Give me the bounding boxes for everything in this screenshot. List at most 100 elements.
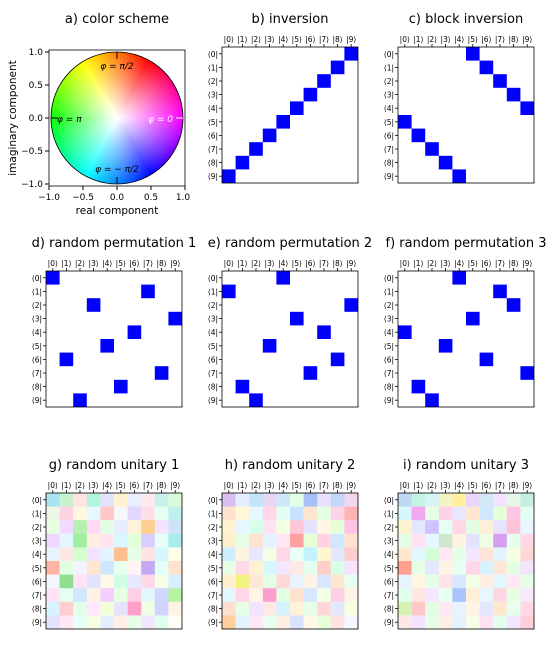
- matrix-cell: [222, 547, 236, 562]
- y-tick-label: ⟨5|: [32, 342, 42, 351]
- matrix-cell: [276, 561, 291, 575]
- y-tick-label: ⟨7|: [384, 369, 394, 378]
- matrix-cell: [438, 533, 453, 548]
- x-tick-label: |1⟩: [237, 35, 247, 44]
- y-tick-label: ⟨8|: [32, 383, 42, 392]
- matrix-cell: [344, 506, 359, 521]
- y-tick-label: ⟨9|: [208, 618, 218, 627]
- x-tick-label: |9⟩: [346, 35, 356, 44]
- annotation-phase-pi: φ = π: [57, 115, 82, 125]
- matrix-cell: [506, 588, 521, 603]
- matrix-cell: [411, 601, 426, 616]
- matrix-cell: [479, 615, 494, 630]
- matrix-cell: [114, 493, 128, 507]
- y-tick-label: ⟨4|: [208, 328, 218, 337]
- matrix-cell: [438, 506, 453, 521]
- matrix-cell: [520, 601, 535, 616]
- matrix-cell: [290, 493, 304, 507]
- y-tick-label: ⟨7|: [208, 369, 218, 378]
- matrix-cell: [154, 588, 169, 603]
- x-tick-label: |7⟩: [143, 259, 153, 268]
- matrix-cell: [398, 493, 412, 507]
- x-tick-label: |4⟩: [454, 35, 464, 44]
- matrix-cell: [317, 506, 332, 521]
- matrix-cell: [479, 506, 494, 521]
- matrix-cell: [493, 284, 507, 299]
- matrix-cell: [466, 493, 480, 507]
- x-tick-label: |0⟩: [400, 35, 410, 44]
- matrix-cell: [479, 547, 494, 562]
- matrix-cell: [506, 547, 521, 562]
- matrix-cell: [114, 615, 128, 630]
- matrix-cell: [235, 155, 250, 170]
- matrix-cell: [506, 601, 521, 616]
- matrix-cell: [479, 60, 494, 75]
- matrix-cell: [344, 547, 359, 562]
- matrix-cell: [100, 561, 115, 575]
- y-tick-label: −0.5: [21, 147, 43, 157]
- x-tick-label: |7⟩: [495, 35, 505, 44]
- matrix-cell: [235, 533, 250, 548]
- y-tick-label: ⟨3|: [384, 91, 394, 100]
- x-tick-label: |2⟩: [427, 481, 437, 490]
- x-tick-label: |1⟩: [237, 481, 247, 490]
- matrix-cell: [73, 561, 88, 575]
- matrix-cell: [344, 493, 359, 507]
- y-tick-label: ⟨6|: [384, 577, 394, 586]
- matrix-cell: [262, 339, 277, 353]
- matrix-cell: [411, 561, 426, 575]
- matrix-cell: [168, 533, 183, 548]
- matrix-cell: [398, 561, 412, 575]
- matrix-cell: [452, 533, 467, 548]
- matrix-cell: [330, 615, 345, 630]
- matrix-cell: [452, 169, 466, 183]
- annotation-phase-zero: φ = 0: [148, 115, 173, 125]
- matrix-cell: [100, 615, 115, 630]
- y-tick: −0.5: [21, 147, 49, 157]
- y-tick-label: ⟨1|: [32, 287, 42, 296]
- x-tick-label: |0⟩: [224, 481, 234, 490]
- y-tick-label: ⟨3|: [384, 315, 394, 324]
- matrix-cell: [466, 547, 480, 562]
- y-tick: 1.0: [29, 48, 49, 58]
- matrix-cell: [317, 547, 332, 562]
- matrix-cell: [479, 574, 494, 589]
- y-tick-label: ⟨0|: [208, 50, 218, 59]
- x-tick-label: |4⟩: [102, 259, 112, 268]
- matrix-cell: [303, 588, 318, 603]
- matrix-cell: [222, 284, 236, 299]
- matrix-cell: [520, 520, 535, 535]
- y-tick-label: ⟨2|: [32, 301, 42, 310]
- x-tick-label: |8⟩: [508, 259, 518, 268]
- matrix-cell: [479, 533, 494, 548]
- matrix-cell: [411, 379, 426, 394]
- y-tick-label: ⟨1|: [384, 509, 394, 518]
- matrix-cell: [425, 547, 440, 562]
- matrix-cell: [86, 493, 101, 507]
- matrix-cell: [141, 574, 156, 589]
- y-tick: −1.0: [21, 180, 49, 190]
- matrix-frame: [221, 270, 359, 408]
- matrix-cell: [330, 561, 345, 575]
- matrix-cell: [493, 601, 508, 616]
- matrix-cell: [262, 520, 277, 535]
- matrix-cell: [398, 325, 412, 339]
- matrix-cell: [100, 493, 115, 507]
- matrix-cell: [141, 493, 156, 507]
- y-tick-label: ⟨1|: [208, 287, 218, 296]
- matrix-cell: [249, 615, 264, 630]
- y-tick-label: ⟨5|: [32, 564, 42, 573]
- matrix-cell: [303, 87, 318, 102]
- x-tick-label: |4⟩: [278, 481, 288, 490]
- matrix-cell: [506, 533, 521, 548]
- x-tick-label: |2⟩: [75, 481, 85, 490]
- matrix-cell: [317, 493, 332, 507]
- matrix-cell: [86, 615, 101, 630]
- x-tick-label: |9⟩: [522, 259, 532, 268]
- matrix-cell: [141, 533, 156, 548]
- x-tick-label: |4⟩: [278, 35, 288, 44]
- matrix-cell: [493, 533, 508, 548]
- matrix-cell: [493, 561, 508, 575]
- y-tick-label: ⟨3|: [384, 537, 394, 546]
- matrix-cell: [276, 506, 291, 521]
